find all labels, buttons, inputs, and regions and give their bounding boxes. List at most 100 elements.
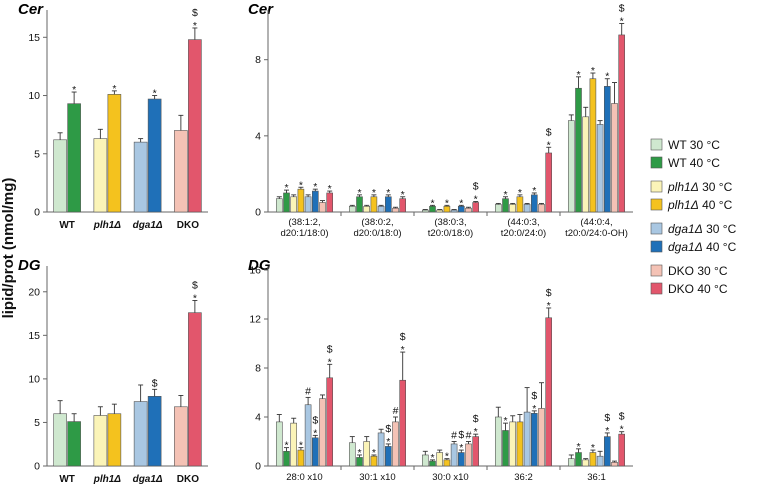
bar [596, 124, 604, 213]
bar [457, 452, 465, 467]
bar [319, 398, 326, 467]
significance-mark: * [372, 447, 376, 459]
legend: WT 30 °C WT 40 °C plh1Δ 30 °C plh1Δ 40 °C dg… [650, 138, 737, 296]
legend-label: plh1Δ 40 °C [667, 198, 733, 212]
bar [93, 138, 108, 213]
bar [603, 86, 611, 213]
significance-mark: * [430, 197, 434, 209]
bar [575, 452, 582, 467]
x-tick-label: (38:1:2, d20:1/18:0) [280, 217, 328, 239]
legend-label: WT 40 °C [668, 156, 720, 170]
significance-mark: $ [531, 390, 537, 402]
significance-mark: * [532, 185, 536, 197]
significance-mark: * [386, 436, 390, 448]
significance-mark: * [357, 447, 361, 459]
y-tick-label: 10 [28, 90, 40, 102]
bar [611, 462, 618, 467]
significance-mark: * [503, 189, 507, 201]
bar [363, 441, 371, 467]
bar [530, 194, 538, 213]
bar [509, 421, 517, 467]
y-tick-label: 0 [34, 207, 40, 219]
x-tick-label: 30:1 x10 [359, 472, 395, 483]
bar [370, 196, 378, 213]
significance-mark: * [430, 452, 434, 464]
bar [596, 455, 604, 467]
significance-mark: * [193, 20, 197, 32]
bar [275, 198, 283, 213]
bar [290, 422, 298, 467]
bar [611, 103, 618, 213]
significance-mark: * [459, 442, 463, 454]
x-tick-label: DKO [177, 474, 199, 485]
legend-label: WT 30 °C [668, 138, 720, 152]
y-tick-label: 16 [249, 265, 261, 277]
x-tick-label: (44:0:3, t20:0/24:0) [501, 217, 546, 239]
bar [319, 202, 326, 213]
significance-mark: $ [152, 377, 158, 389]
significance-mark: * [112, 83, 116, 95]
bar [538, 408, 545, 467]
bar [304, 404, 312, 467]
significance-mark: * [518, 187, 522, 199]
significance-mark: $ [619, 3, 625, 15]
x-tick-label: 36:1 [587, 472, 606, 483]
significance-mark: * [591, 442, 595, 454]
y-tick-label: 0 [255, 461, 261, 473]
bar [545, 317, 553, 467]
y-tick-label: 15 [28, 32, 40, 44]
significance-mark: * [547, 139, 551, 151]
bar [147, 98, 162, 213]
y-tick-label: 20 [28, 286, 40, 298]
bar [509, 204, 517, 213]
legend-swatch [650, 198, 663, 211]
bar [523, 411, 531, 467]
bar [377, 205, 385, 213]
bar [436, 209, 444, 213]
bar [363, 205, 371, 213]
bar [311, 190, 319, 213]
x-tick-label: (38:0:2, d20:0/18:0) [353, 217, 401, 239]
chart-title: DG [18, 257, 41, 274]
bar [575, 87, 582, 213]
bar [516, 421, 524, 467]
significance-mark: * [284, 182, 288, 194]
bar [538, 204, 545, 213]
significance-mark: * [576, 441, 580, 453]
significance-mark: $ [400, 331, 406, 343]
x-tick-label: dga1Δ [133, 220, 163, 231]
significance-mark: # [393, 405, 399, 417]
significance-mark: $ [458, 429, 464, 441]
y-tick-label: 4 [255, 130, 261, 142]
bar [582, 116, 590, 213]
y-tick-label: 4 [255, 412, 261, 424]
significance-mark: * [299, 179, 303, 191]
y-tick-label: 0 [255, 207, 261, 219]
bar [133, 401, 148, 467]
bar [589, 78, 597, 213]
significance-mark: $ [604, 412, 610, 424]
significance-mark: * [605, 71, 609, 83]
bar [384, 196, 392, 213]
bar [290, 196, 298, 213]
y-tick-label: 5 [34, 148, 40, 160]
bar [523, 204, 531, 213]
significance-mark: # [305, 385, 311, 397]
significance-mark: $ [473, 413, 479, 425]
bar [384, 446, 392, 467]
significance-mark: * [474, 194, 478, 206]
significance-mark: * [459, 197, 463, 209]
y-tick-label: 8 [255, 54, 261, 66]
bar [377, 432, 385, 467]
legend-label: dga1Δ 30 °C [668, 222, 737, 236]
bar [494, 416, 502, 467]
bar [93, 415, 108, 467]
bar [567, 120, 575, 213]
legend-label: DKO 30 °C [668, 264, 728, 278]
bar [67, 103, 81, 213]
significance-mark: $ [546, 287, 552, 299]
significance-mark: * [591, 65, 595, 77]
legend-swatch [650, 180, 663, 193]
